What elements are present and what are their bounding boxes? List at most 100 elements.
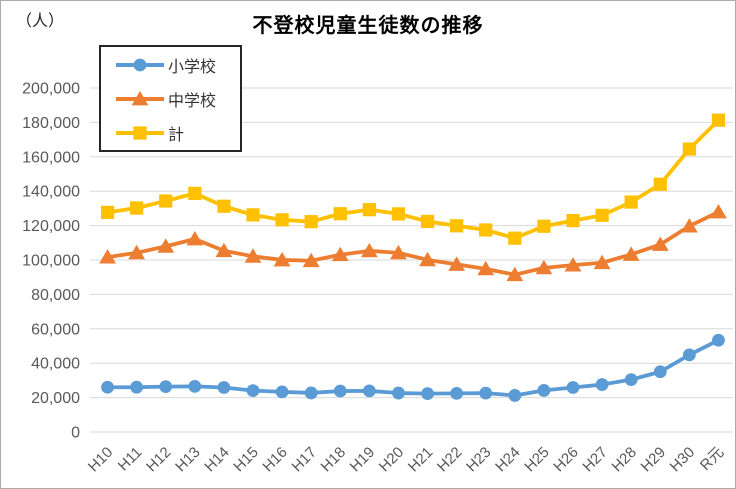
circle-marker-icon [116, 57, 164, 73]
series-line [107, 210, 720, 277]
data-point-marker [566, 214, 580, 228]
triangle-marker-icon [116, 90, 164, 107]
data-point-marker [624, 195, 638, 209]
x-tick-label: H10 [85, 444, 116, 475]
data-point-marker [711, 113, 726, 127]
y-tick-label: 20,000 [31, 390, 80, 407]
data-point-marker [537, 219, 551, 233]
series-line [107, 338, 720, 398]
square-marker-icon [116, 125, 164, 141]
data-point-marker [333, 207, 347, 221]
x-tick-label: H25 [521, 444, 552, 475]
data-point-marker [100, 205, 115, 219]
data-point-marker [302, 252, 320, 268]
y-tick-label: 120,000 [22, 218, 80, 235]
y-tick-label: 0 [71, 425, 80, 442]
data-point-marker [244, 248, 262, 263]
data-point-marker [246, 384, 260, 397]
data-point-marker [595, 208, 609, 222]
data-point-marker [188, 380, 202, 393]
data-point-marker [653, 365, 667, 379]
data-point-marker [217, 381, 231, 394]
y-tick-label: 80,000 [31, 287, 80, 304]
legend-item-total[interactable]: 計 [116, 116, 240, 150]
x-tick-label: H19 [347, 444, 378, 475]
data-point-marker [622, 246, 640, 261]
data-point-marker [653, 177, 667, 191]
data-point-marker [390, 244, 407, 260]
data-point-marker [304, 386, 318, 400]
data-point-marker [101, 380, 114, 394]
x-tick-label: H24 [492, 444, 523, 475]
data-point-marker [682, 142, 696, 156]
x-tick-label: H12 [143, 444, 174, 475]
data-point-marker [275, 213, 289, 227]
chart-title: 不登校児童生徒数の推移 [252, 15, 484, 37]
data-point-marker [246, 208, 260, 222]
data-point-marker [360, 242, 378, 258]
x-tick-label: H17 [289, 444, 320, 475]
x-tick-label: H16 [259, 444, 290, 475]
data-point-marker [333, 384, 347, 398]
x-tick-label: H30 [667, 444, 698, 475]
x-tick-label: H13 [172, 444, 203, 475]
x-tick-label: H22 [434, 444, 465, 475]
data-point-marker [508, 231, 522, 245]
data-point-marker [362, 384, 376, 398]
data-point-marker [506, 266, 524, 282]
y-tick-label: 160,000 [22, 149, 80, 166]
data-point-marker [624, 373, 638, 387]
legend-label-elementary-school: 小学校 [168, 58, 217, 76]
y-tick-label: 140,000 [22, 184, 80, 201]
legend: 小学校 中学校 計 [99, 45, 242, 152]
data-point-marker [479, 223, 493, 237]
data-point-marker [535, 259, 553, 275]
y-tick-label: 200,000 [22, 81, 80, 98]
data-point-marker [712, 333, 725, 347]
data-point-marker [215, 242, 233, 258]
data-point-marker [362, 203, 376, 217]
x-tick-label: H28 [609, 444, 640, 475]
x-tick-label: H15 [230, 444, 261, 475]
data-point-marker [304, 215, 318, 229]
data-point-marker [99, 249, 116, 264]
data-point-marker [651, 236, 669, 251]
x-tick-label: H14 [201, 444, 232, 475]
data-point-marker [421, 387, 434, 400]
data-point-marker [130, 380, 144, 394]
legend-item-junior-high-school[interactable]: 中学校 [116, 82, 240, 116]
data-point-marker [217, 199, 231, 213]
x-tick-label: R元 [697, 444, 727, 474]
legend-label-junior-high-school: 中学校 [168, 92, 217, 110]
series-中学校 [99, 203, 727, 282]
legend-label-total: 計 [168, 126, 185, 144]
data-point-marker [682, 348, 696, 362]
x-tick-label: H27 [579, 444, 610, 475]
y-tick-label: 100,000 [22, 253, 80, 270]
data-point-marker [450, 219, 464, 233]
data-point-marker [508, 389, 522, 402]
x-tick-label: H29 [638, 444, 669, 475]
x-axis-labels: H10H11H12H13H14H15H16H17H18H19H20H21H22H… [85, 444, 727, 475]
x-tick-label: H20 [376, 444, 407, 475]
data-point-marker [448, 256, 466, 271]
legend-item-elementary-school[interactable]: 小学校 [116, 48, 240, 82]
y-axis-unit-label: （人） [16, 13, 65, 30]
series-line [107, 118, 720, 241]
data-point-marker [419, 251, 436, 267]
x-tick-label: H18 [318, 444, 349, 475]
data-point-marker [188, 186, 202, 200]
data-point-marker [537, 384, 551, 397]
data-point-marker [564, 257, 582, 272]
series-計 [100, 113, 726, 245]
data-point-marker [477, 260, 495, 276]
y-tick-label: 180,000 [22, 115, 80, 132]
data-point-marker [128, 244, 146, 260]
data-point-marker [566, 381, 580, 394]
y-tick-label: 40,000 [31, 356, 80, 373]
data-point-marker [680, 218, 698, 233]
data-point-marker [391, 207, 406, 221]
data-point-marker [159, 194, 173, 208]
data-point-marker [450, 386, 464, 400]
